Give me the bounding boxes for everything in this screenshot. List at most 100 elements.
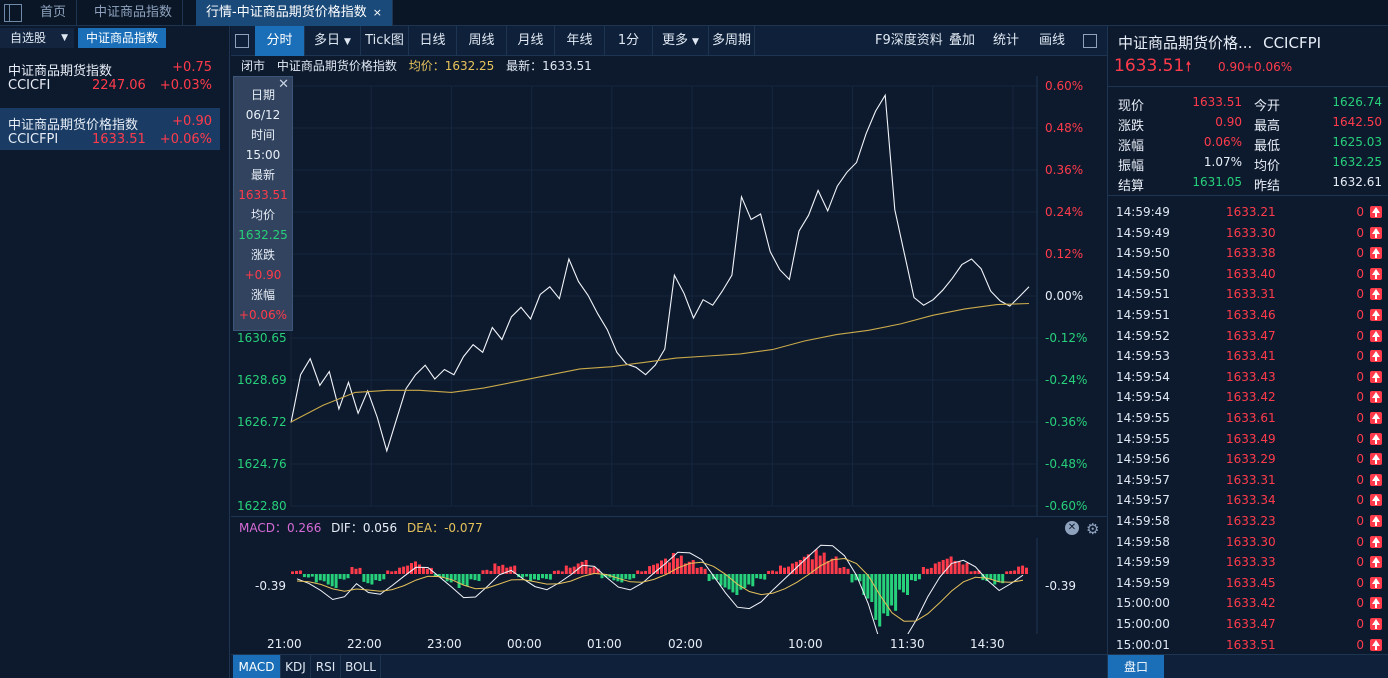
tab-ccic-index-label: 中证商品指数 (94, 5, 173, 20)
order-book-tab[interactable]: 盘口 (1108, 655, 1164, 678)
arrow-up-icon (1370, 267, 1382, 280)
macd-bar (921, 567, 925, 574)
statistics-button[interactable]: 统计 (993, 33, 1020, 48)
tick-volume: 0 (1356, 534, 1364, 549)
macd-bar (898, 574, 902, 590)
tick-price: 1633.21 (1226, 205, 1276, 219)
macd-bar (588, 567, 592, 574)
quote-value: 1642.50 (1332, 115, 1382, 129)
arrow-up-icon (1370, 556, 1382, 569)
intraday-price-chart[interactable]: 1630.65 1628.69 1626.72 1624.76 1622.80 0.60%… (231, 76, 1107, 516)
window-menu-icon[interactable] (4, 4, 22, 22)
macd-bar (703, 568, 707, 575)
tab-tick[interactable]: Tick图 (361, 26, 409, 56)
macd-bar (398, 567, 402, 574)
tab-intraday[interactable]: 分时 (255, 26, 305, 56)
quote-value: 0.06% (1203, 135, 1242, 149)
market-status: 闭市 (241, 59, 266, 73)
tick-time: 14:59:59 (1116, 575, 1170, 590)
macd-value: MACD：0.266 (239, 521, 322, 535)
tick-volume: 0 (1356, 596, 1364, 611)
macd-bar (771, 570, 775, 574)
tab-quote-ccicfpi[interactable]: 行情-中证商品期货价格指数 × (196, 0, 393, 26)
x-axis-tick-label: 02:00 (668, 637, 703, 651)
macd-bar (624, 574, 628, 579)
close-icon[interactable]: × (372, 6, 382, 19)
tab-monthly[interactable]: 月线 (507, 26, 555, 56)
close-icon[interactable]: ✕ (1065, 521, 1079, 535)
tab-home[interactable]: 首页 (30, 0, 78, 26)
macd-bar (890, 574, 894, 606)
macd-bar (314, 574, 318, 583)
y-axis-label-right: 0.36% (1045, 163, 1083, 177)
tab-multi-period[interactable]: 多周期 (709, 26, 755, 56)
macd-bar (378, 574, 382, 581)
quote-table: 现价 1633.51 今开 1626.74 涨跌 0.90 最高 1642.50 涨幅 0.06%… (1108, 86, 1388, 196)
quote-label: 均价 (1254, 159, 1281, 174)
tab-weekly[interactable]: 周线 (457, 26, 507, 56)
macd-bar (382, 574, 386, 580)
arrow-up-icon (1370, 309, 1382, 321)
tab-boll[interactable]: BOLL (341, 655, 381, 678)
overlay-button[interactable]: 叠加 (949, 33, 976, 48)
draw-button[interactable]: 画线 (1039, 33, 1066, 48)
quote-label: 昨结 (1254, 179, 1281, 194)
quote-label: 今开 (1254, 99, 1281, 114)
chevron-down-icon: ▼ (344, 37, 351, 47)
dif-line (296, 544, 1024, 634)
macd-chart[interactable]: -0.39 -0.39 (231, 538, 1107, 634)
y-axis-label-right: 0.48% (1045, 121, 1083, 135)
gear-icon[interactable]: ⚙ (1086, 520, 1100, 538)
macd-bar (425, 568, 429, 575)
quote-value: 1632.25 (1332, 155, 1382, 169)
macd-bar (366, 574, 370, 584)
macd-bar (902, 574, 905, 593)
item-price: 1633.51 (92, 132, 146, 147)
item-pct: +0.03% (159, 78, 212, 93)
macd-bar (743, 574, 747, 588)
macd-bar (969, 571, 973, 574)
tick-volume: 0 (1356, 431, 1364, 446)
item-name: 中证商品期货指数 (8, 64, 113, 79)
tab-daily[interactable]: 日线 (409, 26, 457, 56)
group-tab[interactable]: 中证商品指数 (78, 28, 166, 48)
watchlist-select[interactable]: 自选股 ▼ (0, 28, 74, 48)
tick-row: 14:59:58 1633.30 0 (1108, 532, 1388, 552)
tab-rsi[interactable]: RSI (311, 655, 341, 678)
tab-1min[interactable]: 1分 (605, 26, 653, 56)
macd-bar (810, 559, 814, 574)
macd-bar (402, 566, 406, 574)
tick-time: 14:59:58 (1116, 534, 1170, 549)
macd-bar (973, 570, 977, 574)
f9-profile-button[interactable]: F9深度资料 (875, 33, 943, 48)
panel-toggle-right-icon[interactable] (1083, 34, 1097, 48)
tab-yearly[interactable]: 年线 (555, 26, 605, 56)
macd-bar (533, 574, 536, 580)
macd-bar (501, 564, 505, 574)
watchlist-item[interactable]: 中证商品期货指数 +0.75 CCICFI 2247.06 +0.03% (0, 54, 220, 96)
more-button[interactable]: 更多 ▼ (653, 26, 709, 56)
arrow-up-icon (1370, 638, 1382, 651)
tick-time: 14:59:51 (1116, 287, 1170, 302)
tab-ccic-index[interactable]: 中证商品指数 (84, 0, 184, 26)
tab-multi-day[interactable]: 多日 ▼ (305, 26, 361, 56)
chart-info-line: 闭市 中证商品期货价格指数 均价：1632.25 最新：1633.51 (231, 56, 1107, 76)
quote-label: 结算 (1118, 179, 1145, 194)
macd-bar (664, 558, 667, 574)
macd-bar (318, 574, 322, 581)
close-icon[interactable]: ✕ (278, 77, 289, 92)
macd-bar (929, 567, 933, 574)
macd-bar (632, 574, 636, 579)
tick-price: 1633.47 (1226, 328, 1276, 343)
tab-kdj[interactable]: KDJ (281, 655, 311, 678)
macd-bar (711, 574, 715, 580)
quote-label: 现价 (1118, 99, 1145, 114)
watchlist-item-selected[interactable]: 中证商品期货价格指数 +0.90 CCICFPI 1633.51 +0.06% (0, 108, 220, 150)
macd-bar (346, 574, 350, 579)
quote-value: 1631.05 (1192, 175, 1242, 189)
panel-toggle-icon[interactable] (235, 34, 249, 48)
more-button-label: 更多 (662, 33, 689, 48)
macd-bar (295, 570, 298, 574)
tab-macd[interactable]: MACD (233, 655, 281, 678)
tick-row: 15:00:00 1633.47 0 (1108, 614, 1388, 634)
